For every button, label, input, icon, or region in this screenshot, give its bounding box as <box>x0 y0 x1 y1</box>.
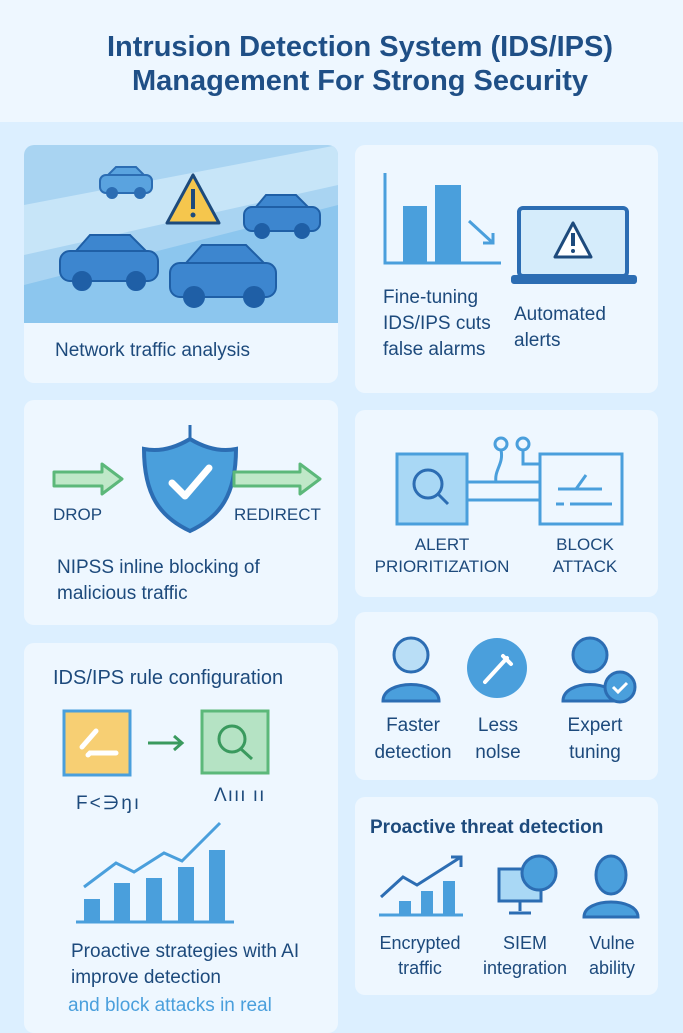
alert-block-diagram <box>395 436 624 526</box>
expert-tuning-label: Expert tuning <box>567 715 623 763</box>
encrypted-traffic-label: Encrypted traffic <box>379 933 461 978</box>
vulnerability-label: Vulne ability <box>588 933 636 978</box>
rules-label: Proactive strategies with AI improve det… <box>71 941 300 988</box>
arrow-right-icon <box>52 462 124 496</box>
bar-chart-decrease-icon <box>383 173 501 265</box>
rules-label-tail: and block attacks in real <box>68 995 272 1016</box>
rule-config-diagram <box>62 709 270 777</box>
siem-integration-label: SIEM integration <box>482 933 568 978</box>
laptop-alert-icon <box>511 206 637 284</box>
search-icon <box>412 468 450 506</box>
drop-label: DROP <box>53 505 103 524</box>
block-attack-label: BLOCK ATTACK <box>552 535 618 576</box>
nips-label: NIPSS inline blocking of malicious traff… <box>57 557 260 604</box>
monitor-icon <box>497 854 558 915</box>
title-line-1: Intrusion Detection System (IDS/IPS) <box>107 31 613 63</box>
card-benefits: Faster detection Less nolse Expert tunin… <box>355 612 658 780</box>
shield-check-icon <box>141 425 239 534</box>
alert-prioritization-label: ALERT PRIORITIZATION <box>374 535 510 576</box>
person-icon <box>582 854 640 919</box>
syringe-circle-icon <box>467 638 527 698</box>
proactive-title: Proactive threat detection <box>370 817 604 838</box>
card-fine-tuning: Fine-tuning IDS/IPS cuts false alarms Au… <box>355 145 658 393</box>
car-icon <box>59 234 159 291</box>
rule-glyph-right: Λııı ıı <box>214 785 266 806</box>
card-proactive: Proactive threat detection Encrypted tra… <box>355 797 658 995</box>
title-line-2: Management For Strong Security <box>131 65 588 97</box>
traffic-label: Network traffic analysis <box>55 340 250 361</box>
card-prioritization: ALERT PRIORITIZATION BLOCK ATTACK <box>355 410 658 597</box>
redirect-label: REDIRECT <box>234 505 321 524</box>
arrow-right-icon <box>232 462 322 496</box>
warning-icon <box>165 173 221 225</box>
card-nips: DROP REDIRECT NIPSS inline blocking of m… <box>24 400 338 625</box>
trend-up-icon <box>379 855 463 917</box>
car-icon <box>169 244 277 308</box>
rule-glyph-left: F<∋ŋı <box>76 793 142 814</box>
card-rule-configuration: IDS/IPS rule configuration F<∋ŋı Λııı ıı… <box>24 643 338 1033</box>
car-icon <box>99 166 153 199</box>
traffic-illustration <box>24 145 338 323</box>
less-noise-label: Less nolse <box>475 715 521 763</box>
tuning-label: Fine-tuning IDS/IPS cuts false alarms <box>383 287 491 360</box>
card-network-traffic: Network traffic analysis <box>24 145 338 383</box>
rules-title: IDS/IPS rule configuration <box>53 667 284 689</box>
header: Intrusion Detection System (IDS/IPS) Man… <box>0 0 683 122</box>
user-icon <box>381 636 441 703</box>
faster-detection-label: Faster detection <box>374 715 452 763</box>
car-icon <box>243 194 321 239</box>
alerts-label: Automated alerts <box>514 304 606 351</box>
growth-chart-icon <box>76 821 234 924</box>
verified-user-icon <box>561 636 637 704</box>
